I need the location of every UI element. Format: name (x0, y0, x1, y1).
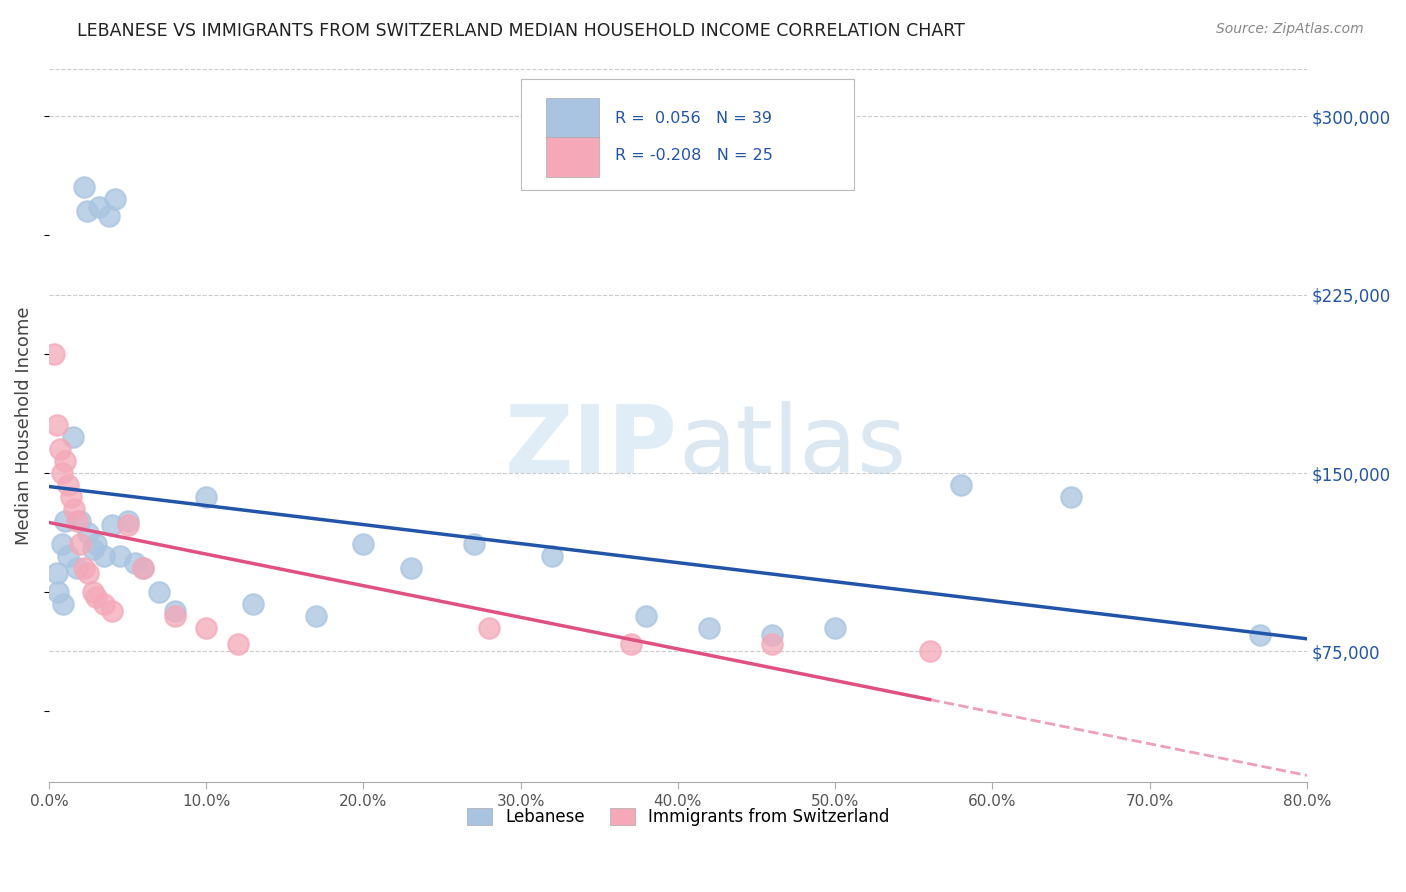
Point (53, 454, 76, 468)
Point (48, 585, 70, 599)
Point (108, 549, 131, 564)
Point (77, 525, 100, 540)
Legend: Lebanese, Immigrants from Switzerland: Lebanese, Immigrants from Switzerland (458, 800, 897, 835)
Point (761, 637, 783, 651)
Y-axis label: Median Household Income: Median Household Income (15, 306, 32, 545)
Point (82, 585, 104, 599)
Point (76, 204, 98, 219)
Point (620, 637, 643, 651)
Point (148, 585, 170, 599)
Point (478, 621, 501, 635)
Point (463, 537, 485, 551)
Point (226, 637, 249, 651)
Point (52, 597, 75, 611)
Point (132, 561, 155, 575)
Point (93, 549, 115, 564)
Text: R =  0.056   N = 39: R = 0.056 N = 39 (614, 111, 772, 126)
Point (101, 518, 124, 533)
Point (59, 490, 82, 504)
Point (42, 347, 65, 361)
Point (636, 608, 658, 623)
Text: Source: ZipAtlas.com: Source: ZipAtlas.com (1216, 22, 1364, 37)
Point (117, 518, 139, 533)
Point (761, 628, 783, 642)
Text: R = -0.208   N = 25: R = -0.208 N = 25 (614, 148, 773, 163)
Point (45, 566, 67, 580)
FancyBboxPatch shape (520, 79, 853, 190)
Point (77, 566, 100, 580)
Point (62, 430, 84, 444)
Point (84, 590, 107, 604)
Point (82, 542, 104, 557)
Point (163, 608, 186, 623)
Point (56, 549, 79, 564)
Point (69, 514, 91, 528)
Text: LEBANESE VS IMMIGRANTS FROM SWITZERLAND MEDIAN HOUSEHOLD INCOME CORRELATION CHAR: LEBANESE VS IMMIGRANTS FROM SWITZERLAND … (77, 22, 965, 40)
Point (93, 597, 115, 611)
Point (51, 537, 73, 551)
Point (949, 478, 972, 492)
Point (824, 621, 846, 635)
Point (353, 537, 375, 551)
Point (104, 193, 127, 207)
Point (195, 490, 218, 504)
Point (541, 549, 564, 564)
Point (1060, 490, 1083, 504)
Point (53, 514, 76, 528)
Point (66, 514, 89, 528)
Point (51, 466, 73, 480)
Point (918, 644, 941, 658)
Point (1249, 628, 1271, 642)
Point (195, 621, 218, 635)
Point (101, 604, 124, 618)
Point (49, 442, 72, 457)
Text: ZIP: ZIP (505, 401, 678, 493)
Point (117, 514, 139, 528)
Point (89, 200, 111, 214)
Point (699, 621, 721, 635)
Point (84, 537, 107, 551)
Point (124, 557, 146, 571)
Point (63, 501, 86, 516)
Point (72, 180, 94, 194)
Point (45, 418, 67, 433)
Point (163, 604, 186, 618)
FancyBboxPatch shape (546, 137, 599, 177)
Text: atlas: atlas (678, 401, 907, 493)
Point (97, 209, 120, 223)
Point (69, 537, 91, 551)
Point (72, 561, 94, 575)
Point (242, 597, 264, 611)
FancyBboxPatch shape (546, 98, 599, 137)
Point (56, 478, 79, 492)
Point (305, 608, 328, 623)
Point (66, 561, 89, 575)
Point (399, 561, 422, 575)
Point (132, 561, 155, 575)
